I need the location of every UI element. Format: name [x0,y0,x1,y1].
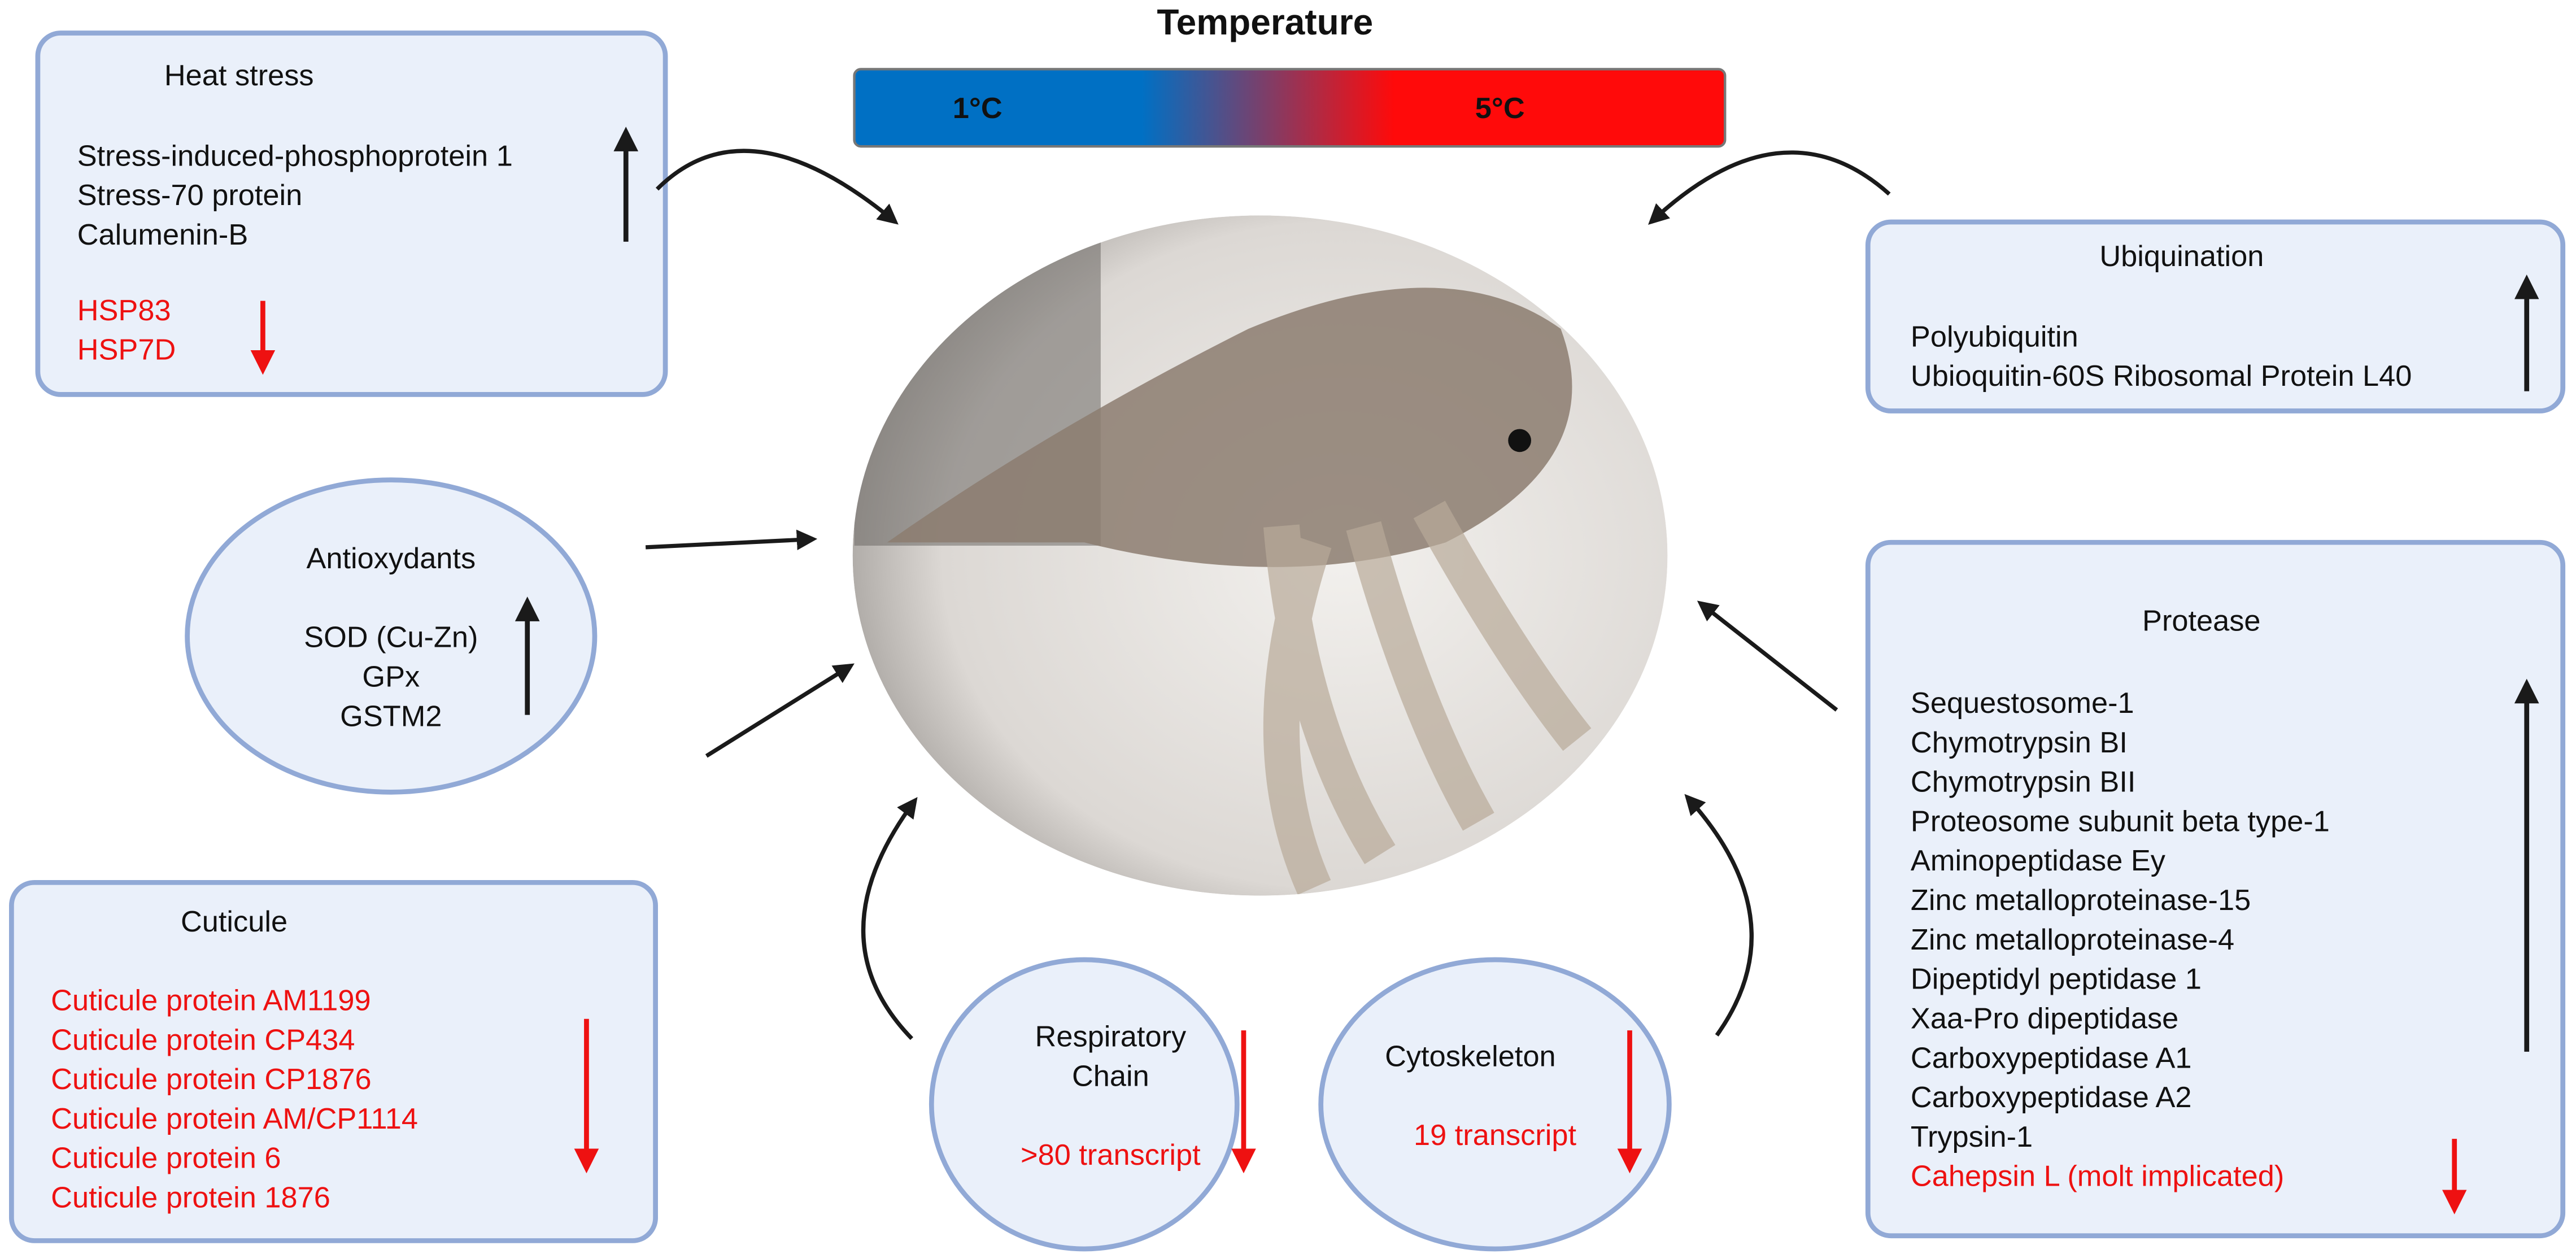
connector [1684,794,1754,1037]
section-title: Chain [1072,1060,1149,1092]
protease-box [1865,539,2566,1239]
connector [1648,150,1891,225]
cuticule-box [8,879,658,1243]
upregulated-item: GPx [362,660,420,693]
upregulated-item: Zinc metalloproteinase-4 [1911,924,2234,956]
temperature-low: 1°C [953,92,1002,125]
connector [655,149,899,225]
section-title: Cytoskeleton [1385,1040,1556,1073]
respiratory-chain-ellipse [929,957,1240,1252]
upregulated-item: Trypsin-1 [1911,1121,2033,1153]
antioxydants-ellipse [185,477,598,795]
downregulated-item: Cuticule protein CP1876 [51,1063,371,1096]
upregulated-item: Calumenin-B [77,219,249,251]
upregulated-item: GSTM2 [340,700,442,733]
section-title: Protease [2142,605,2261,638]
upregulated-item: Zinc metalloproteinase-15 [1911,884,2251,917]
connector [1697,600,1838,712]
downregulated-item: Cuticule protein 1876 [51,1182,330,1214]
section-title: Cuticule [181,905,287,938]
downregulated-item: Cahepsin L (molt implicated) [1911,1160,2284,1193]
downregulated-item: 19 transcript [1414,1119,1576,1152]
upregulated-item: Polyubiquitin [1911,320,2078,353]
upregulated-item: Stress-induced-phosphoprotein 1 [77,140,513,172]
downregulated-item: Cuticule protein AM/CP1114 [51,1103,418,1135]
ubiquination-box [1865,219,2566,413]
downregulated-item: Cuticule protein AM1199 [51,984,371,1017]
downregulated-item: HSP83 [77,294,171,327]
temperature-bar [853,68,1727,148]
section-title: Respiratory [1035,1020,1187,1053]
upregulated-item: Carboxypeptidase A1 [1911,1042,2192,1074]
upregulated-item: Ubioquitin-60S Ribosomal Protein L40 [1911,360,2412,393]
upregulated-item: Proteosome subunit beta type-1 [1911,805,2330,838]
upregulated-item: Sequestosome-1 [1911,687,2134,720]
upregulated-item: Aminopeptidase Ey [1911,844,2166,877]
upregulated-item: Chymotrypsin BI [1911,726,2128,759]
temperature-high: 5°C [1475,92,1525,125]
connector [705,663,855,758]
photo [852,215,1668,896]
connector [645,529,818,550]
upregulated-item: SOD (Cu-Zn) [304,621,478,654]
upregulated-item: Stress-70 protein [77,179,303,212]
downregulated-item: >80 transcript [1021,1139,1201,1172]
upregulated-item: Xaa-Pro dipeptidase [1911,1002,2178,1035]
section-title: Ubiquination [2099,240,2264,273]
downregulated-item: Cuticule protein CP434 [51,1024,355,1056]
cytoskeleton-ellipse [1318,957,1672,1252]
upregulated-item: Chymotrypsin BII [1911,766,2136,799]
downregulated-item: Cuticule protein 6 [51,1142,281,1175]
section-title: Antioxydants [306,542,476,575]
upregulated-item: Dipeptidyl peptidase 1 [1911,963,2202,996]
heat-stress-box [35,31,668,397]
downregulated-item: HSP7D [77,334,176,367]
temperature-title: Temperature [1157,2,1373,42]
section-title: Heat stress [164,59,314,92]
upregulated-item: Carboxypeptidase A2 [1911,1081,2192,1114]
connector [861,797,918,1040]
